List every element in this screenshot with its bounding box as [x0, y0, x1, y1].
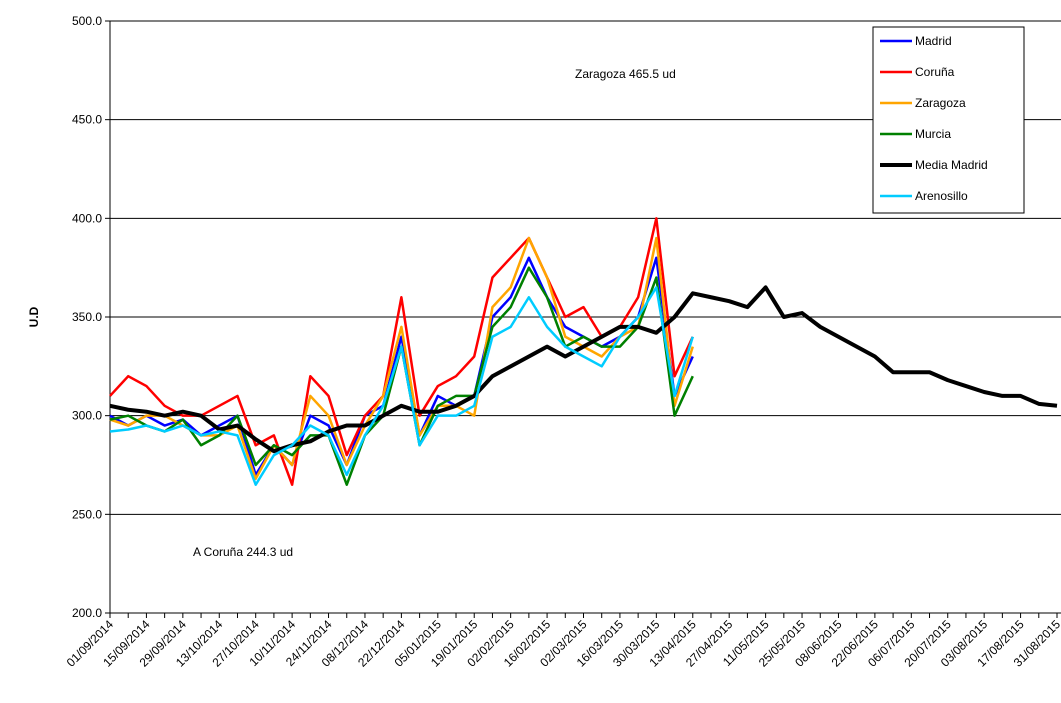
- y-tick-label: 250.0: [72, 507, 102, 521]
- series-line: [109, 256, 694, 477]
- y-tick-label: 500.0: [72, 14, 102, 28]
- y-tick-label: 350.0: [72, 310, 102, 324]
- legend-box: [872, 26, 1025, 214]
- legend-label: Zaragoza: [915, 96, 966, 110]
- legend: Madrid Coruña Zaragoza Murcia Media Madrid Ar…: [872, 26, 1025, 214]
- legend-label: Arenosillo: [915, 189, 968, 203]
- y-tick-label: 200.0: [72, 606, 102, 620]
- annotation: Zaragoza 465.5 ud: [575, 67, 676, 81]
- y-tick-label: 450.0: [72, 113, 102, 127]
- annotation: A Coruña 244.3 ud: [193, 545, 293, 559]
- legend-label: Madrid: [915, 34, 952, 48]
- legend-label: Murcia: [915, 127, 951, 141]
- legend-label: Coruña: [915, 65, 955, 79]
- series-line: [109, 285, 1058, 454]
- series-line: [109, 217, 694, 486]
- y-tick-label: 400.0: [72, 211, 102, 225]
- legend-label: Media Madrid: [915, 158, 988, 172]
- y-axis-label: U.D: [27, 306, 41, 327]
- series-line: [109, 236, 694, 481]
- series-line: [109, 286, 694, 486]
- y-tick-label: 300.0: [72, 409, 102, 423]
